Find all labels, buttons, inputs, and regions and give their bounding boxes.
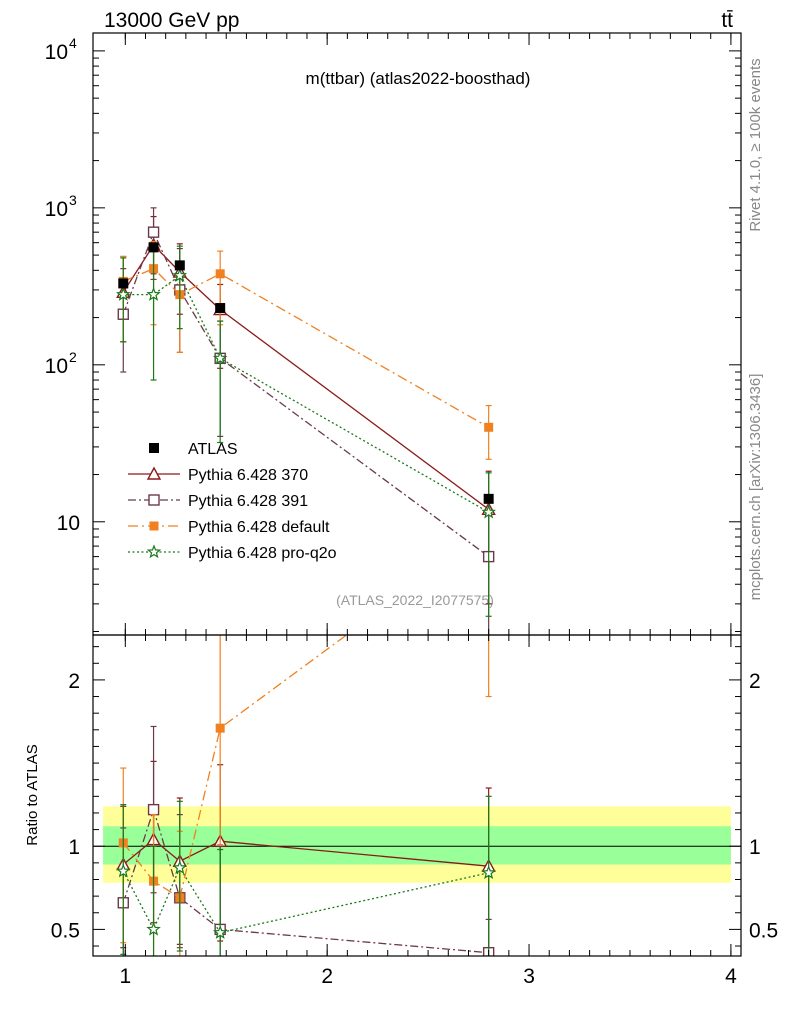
ratio-frame-rect [92,634,742,957]
ratio-y-tick-label-right: 2 [749,670,761,693]
rivet-label: Rivet 4.1.0, ≥ 100k events [747,58,764,231]
mcplots-label: mcplots.cern.ch [arXiv:1306.3436] [747,374,764,601]
ratio-x-tick-label: 4 [725,965,737,988]
main-y-tick-exponent: 3 [69,192,77,208]
main-atlas-point [174,260,185,271]
legend-label: Pythia 6.428 default [188,519,330,536]
main-y-tick-exponent: 2 [69,349,77,365]
main-y-tick-label: 10 [45,41,68,64]
main-pythia-6-428-default-point [215,269,225,279]
main-atlas-point [483,493,494,504]
main-pythia-6-428-pro-q2o-point [116,286,131,301]
main-atlas-point [118,278,129,289]
main-plot-series [116,207,496,635]
ratio-pythia-6-428-391-line [122,807,489,954]
ratio-x-tick-label: 2 [321,965,333,988]
legend-item: Pythia 6.428 default [128,519,330,536]
ratio-y-tick-label-left: 0.5 [51,919,80,942]
main-y-tick-exponent: 4 [69,35,77,51]
legend-label: ATLAS [188,441,238,458]
ratio-pythia-6-428-pro-q2o-series [116,795,496,956]
legend-marker [149,521,159,531]
ratio-y-tick-label-left: 2 [68,670,80,693]
main-pythia-6-428-pro-q2o-point [172,267,188,282]
main-y-tick-label: 10 [45,198,68,221]
ratio-plot-frame [92,634,742,957]
legend-label: Pythia 6.428 370 [188,467,308,484]
main-pythia-6-428-default-point [484,422,494,432]
ratio-pythia-6-428-pro-q2o-point [146,921,161,936]
main-pythia-6-428-pro-q2o-point [212,350,228,365]
ratio-ylabel: Ratio to ATLAS [24,744,41,845]
ratio-y-tick-label-right: 1 [749,836,761,859]
ratio-plot-series [116,635,496,956]
main-atlas-series [118,242,494,504]
legend-label: Pythia 6.428 391 [188,493,308,510]
legend-marker [146,544,162,559]
ratio-pythia-6-428-pro-q2o-point [212,925,228,939]
legend-marker [148,494,160,506]
ratio-y-tick-label-left: 1 [68,836,80,859]
legend-item: Pythia 6.428 370 [128,466,308,484]
ratio-y-tick-label-right: 0.5 [749,919,778,942]
ratio-band-stat-uncertainty [103,826,731,865]
legend-marker [146,466,162,480]
main-watermark: (ATLAS_2022_I2077575) [336,592,494,608]
ratio-pythia-6-428-pro-q2o-point [481,865,496,880]
main-pythia-6-428-pro-q2o-point [146,286,161,301]
ratio-x-tick-label: 3 [523,965,535,988]
ratio-x-tick-label: 1 [119,965,131,988]
main-atlas-point [215,303,226,314]
main-y-tick-label: 10 [45,355,68,378]
ratio-pythia-6-428-default-line [122,635,348,899]
main-y-tick-label: 10 [57,512,80,535]
main-pythia-6-428-pro-q2o-point [481,504,496,519]
main-pythia-6-428-391-point [147,226,160,238]
ratio-uncertainty-bands [103,806,731,883]
legend-item: ATLAS [149,441,238,458]
legend-label: Pythia 6.428 pro-q2o [188,545,337,562]
ratio-pythia-6-428-default-point [215,723,225,733]
ratio-pythia-6-428-pro-q2o-point [172,860,188,875]
legend-marker [149,443,159,453]
header-left: 13000 GeV pp [104,9,239,32]
header-right: tt̄ [721,9,733,32]
main-atlas-point [148,242,159,253]
legend-item: Pythia 6.428 391 [128,493,308,510]
main-title: m(ttbar) (atlas2022-boosthad) [306,69,531,88]
ratio-axes: 1 2 3 4 0.5 0.5 1 1 2 2 [51,635,778,988]
legend-item: Pythia 6.428 pro-q2o [128,544,337,562]
legend: ATLAS Pythia 6.428 370 Pythia 6.428 391 Pyt… [128,441,337,562]
ratio-pythia-6-428-391-point [147,803,160,816]
main-pythia-6-428-pro-q2o-line [123,274,490,513]
ratio-pythia-6-428-pro-q2o-point [116,863,131,878]
